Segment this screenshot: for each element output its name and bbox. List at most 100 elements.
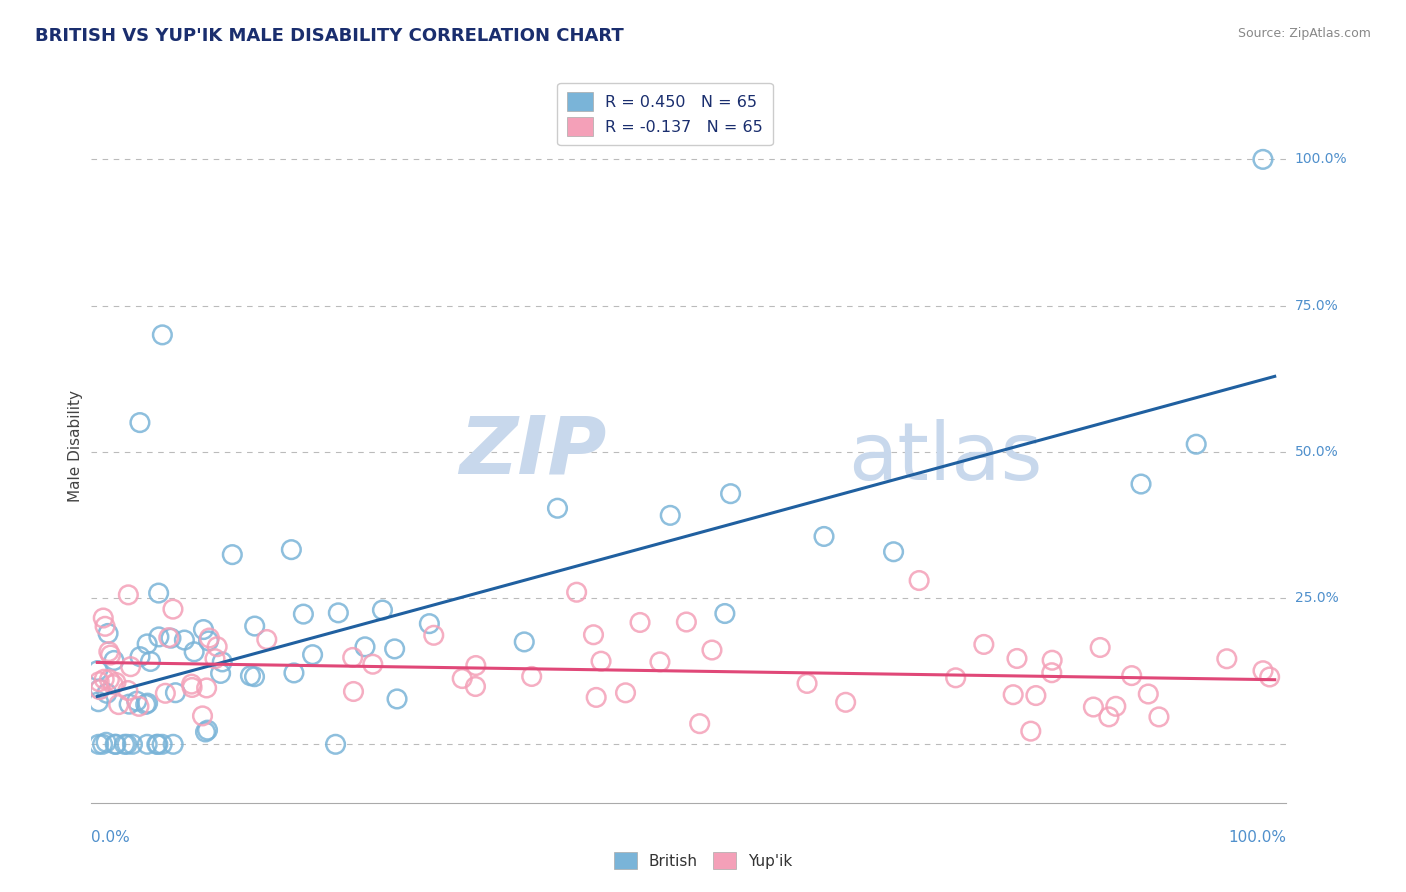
Text: 100.0%: 100.0% xyxy=(1295,153,1347,167)
Point xyxy=(361,657,384,672)
Point xyxy=(120,659,142,673)
Point xyxy=(117,683,139,698)
Point xyxy=(659,508,682,523)
Point xyxy=(418,616,440,631)
Point xyxy=(136,737,159,751)
Text: 0.0%: 0.0% xyxy=(91,830,131,845)
Point xyxy=(198,631,221,645)
Point xyxy=(1137,687,1160,701)
Point xyxy=(464,680,486,694)
Point xyxy=(582,628,605,642)
Point xyxy=(181,681,204,695)
Point xyxy=(1121,668,1143,682)
Point xyxy=(157,631,180,645)
Text: 100.0%: 100.0% xyxy=(1229,830,1286,845)
Point xyxy=(114,737,136,751)
Point xyxy=(371,603,394,617)
Point xyxy=(342,650,364,665)
Point xyxy=(94,735,117,749)
Point xyxy=(1147,710,1170,724)
Point xyxy=(648,655,671,669)
Point xyxy=(256,632,278,647)
Point xyxy=(589,654,612,668)
Point xyxy=(136,637,159,651)
Point xyxy=(104,737,127,751)
Point xyxy=(221,548,243,562)
Point xyxy=(675,615,697,629)
Point xyxy=(128,699,150,714)
Point xyxy=(96,686,118,700)
Legend: R = 0.450   N = 65, R = -0.137   N = 65: R = 0.450 N = 65, R = -0.137 N = 65 xyxy=(557,83,773,145)
Point xyxy=(834,695,856,709)
Y-axis label: Male Disability: Male Disability xyxy=(67,390,83,502)
Point xyxy=(86,664,108,678)
Point xyxy=(1040,665,1063,680)
Point xyxy=(197,723,219,738)
Point xyxy=(451,672,474,686)
Point xyxy=(520,669,543,683)
Point xyxy=(325,737,347,751)
Point xyxy=(136,696,159,710)
Point xyxy=(129,416,152,430)
Point xyxy=(129,649,152,664)
Point xyxy=(1216,652,1239,666)
Point xyxy=(283,665,305,680)
Point xyxy=(292,607,315,621)
Point xyxy=(148,630,170,644)
Point xyxy=(714,607,737,621)
Point xyxy=(513,635,536,649)
Point xyxy=(91,737,114,751)
Point xyxy=(280,542,302,557)
Point xyxy=(720,486,742,500)
Point xyxy=(796,676,818,690)
Point xyxy=(205,640,228,654)
Point xyxy=(104,675,127,690)
Point xyxy=(195,681,218,695)
Point xyxy=(700,643,723,657)
Point xyxy=(628,615,651,630)
Text: 25.0%: 25.0% xyxy=(1295,591,1339,605)
Point xyxy=(148,586,170,600)
Point xyxy=(160,631,183,645)
Point xyxy=(87,695,110,709)
Point xyxy=(180,677,202,691)
Point xyxy=(354,640,377,654)
Point xyxy=(301,648,323,662)
Point xyxy=(1040,653,1063,667)
Point xyxy=(464,658,486,673)
Point xyxy=(193,623,215,637)
Point xyxy=(813,529,835,543)
Point xyxy=(97,626,120,640)
Text: atlas: atlas xyxy=(848,418,1042,497)
Point xyxy=(614,686,637,700)
Point xyxy=(89,682,111,697)
Point xyxy=(103,677,125,691)
Point xyxy=(93,672,115,686)
Point xyxy=(162,737,184,751)
Point xyxy=(107,698,129,712)
Point xyxy=(1025,689,1047,703)
Point xyxy=(155,686,177,700)
Point xyxy=(973,637,995,651)
Text: BRITISH VS YUP'IK MALE DISABILITY CORRELATION CHART: BRITISH VS YUP'IK MALE DISABILITY CORREL… xyxy=(35,27,624,45)
Point xyxy=(342,684,364,698)
Point xyxy=(183,645,205,659)
Point xyxy=(97,645,120,659)
Point xyxy=(162,602,184,616)
Point xyxy=(328,606,350,620)
Point xyxy=(1251,664,1274,678)
Point xyxy=(115,737,138,751)
Text: Source: ZipAtlas.com: Source: ZipAtlas.com xyxy=(1237,27,1371,40)
Point xyxy=(689,716,711,731)
Point xyxy=(1130,477,1153,491)
Point xyxy=(150,737,173,751)
Point xyxy=(139,655,162,669)
Point xyxy=(89,674,111,689)
Point xyxy=(194,725,217,739)
Point xyxy=(204,651,226,665)
Point xyxy=(91,611,114,625)
Point xyxy=(117,588,139,602)
Point xyxy=(94,619,117,633)
Point xyxy=(945,671,967,685)
Point xyxy=(385,692,408,706)
